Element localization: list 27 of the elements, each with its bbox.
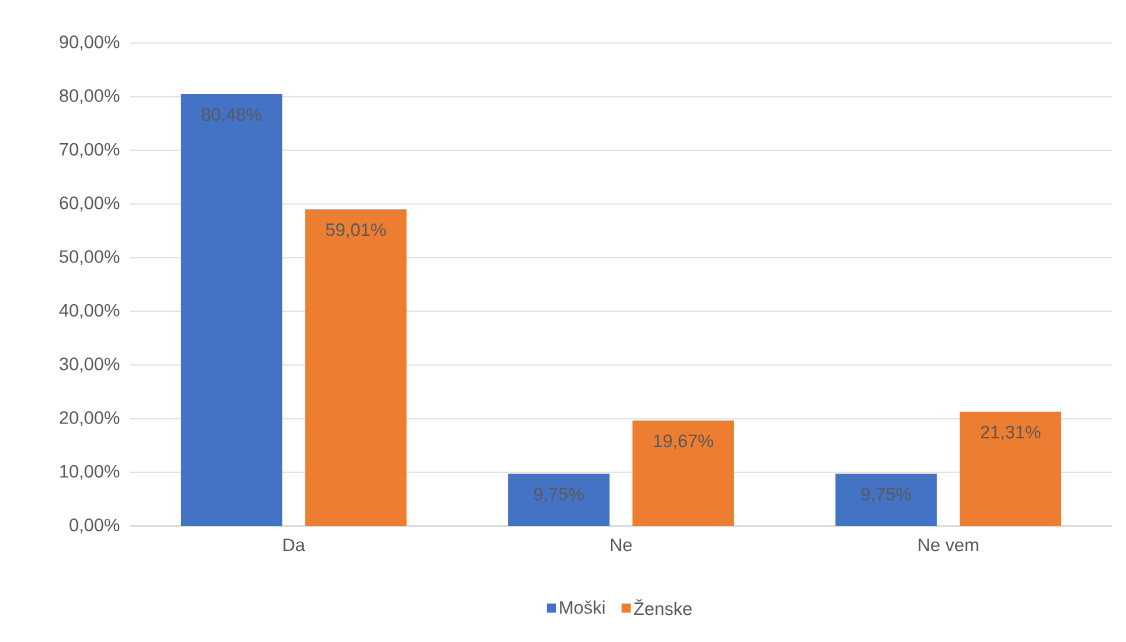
y-tick-label: 70,00%: [59, 142, 120, 158]
y-tick-label: 20,00%: [59, 411, 120, 427]
x-tick-label: Da: [283, 538, 306, 552]
y-tick-label: 40,00%: [59, 303, 120, 319]
bar: [508, 473, 610, 526]
bar: [959, 411, 1062, 526]
bar: [180, 94, 283, 526]
legend-label: Moški: [560, 600, 605, 614]
data-label: 80,48%: [201, 108, 262, 123]
data-label: 9,75%: [534, 487, 584, 503]
bar: [305, 209, 407, 526]
bar: [632, 420, 734, 526]
data-label: 9,75%: [861, 487, 912, 503]
x-tick-label: Ne: [610, 538, 632, 552]
y-tick-label: 90,00%: [59, 35, 120, 51]
bar: [835, 473, 937, 526]
y-tick-label: 80,00%: [59, 89, 120, 105]
x-tick-label: Ne vem: [918, 538, 979, 552]
data-label: 21,31%: [980, 425, 1041, 441]
y-tick-label: 50,00%: [59, 250, 120, 266]
y-tick-label: 60,00%: [59, 196, 120, 212]
data-label: 59,01%: [326, 223, 386, 239]
y-tick-label: 10,00%: [60, 464, 120, 480]
y-tick-label: 0,00%: [69, 518, 120, 534]
legend-label: Ženske: [634, 599, 692, 616]
y-tick-label: 30,00%: [59, 357, 120, 373]
data-label: 19,67%: [654, 434, 714, 450]
